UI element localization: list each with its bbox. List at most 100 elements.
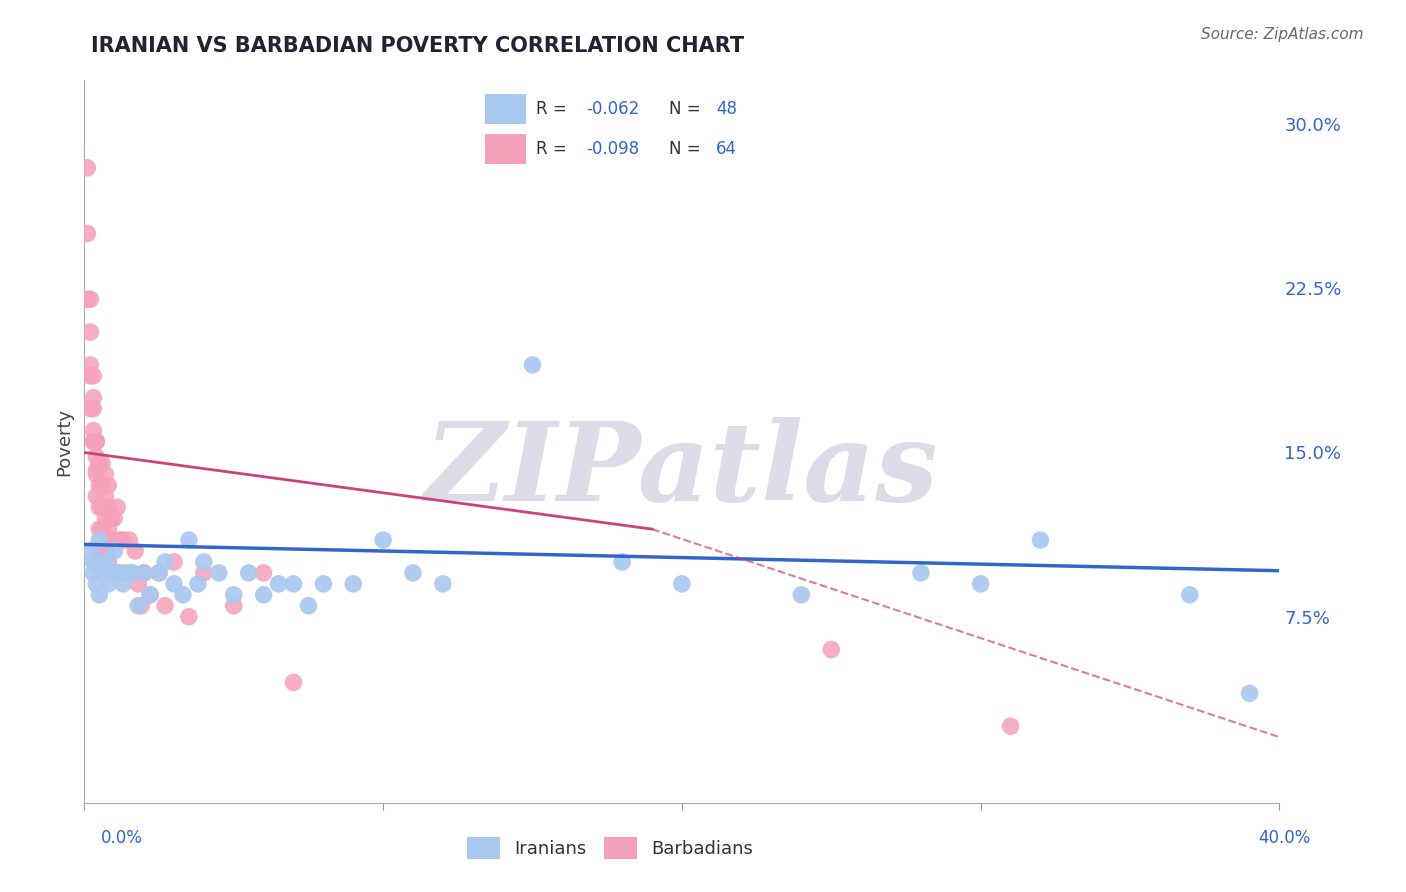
Point — [177, 533, 200, 547]
Point — [82, 368, 104, 383]
Point — [112, 533, 135, 547]
Point — [86, 463, 108, 477]
Point — [312, 577, 335, 591]
Point — [100, 533, 122, 547]
Text: 40.0%: 40.0% — [1258, 829, 1310, 847]
Point — [76, 227, 98, 241]
Point — [100, 566, 122, 580]
Point — [79, 401, 101, 416]
Point — [82, 434, 104, 449]
Point — [139, 588, 162, 602]
Point — [86, 577, 108, 591]
Text: ZIPatlas: ZIPatlas — [425, 417, 939, 524]
Point — [910, 566, 932, 580]
Point — [148, 566, 170, 580]
Point — [127, 599, 149, 613]
Point — [82, 566, 104, 580]
Point — [373, 533, 395, 547]
Point — [283, 577, 305, 591]
Point — [790, 588, 813, 602]
Point — [283, 675, 305, 690]
Point — [110, 566, 132, 580]
Point — [105, 500, 128, 515]
Point — [121, 566, 143, 580]
Point — [86, 434, 108, 449]
Point — [253, 566, 276, 580]
Point — [86, 467, 108, 482]
Point — [89, 478, 111, 492]
Point — [89, 457, 111, 471]
Point — [82, 434, 104, 449]
Point — [187, 577, 209, 591]
Point — [86, 434, 108, 449]
Point — [177, 609, 200, 624]
Point — [820, 642, 842, 657]
Point — [121, 566, 143, 580]
Point — [103, 566, 125, 580]
Point — [91, 555, 114, 569]
Point — [118, 533, 141, 547]
Point — [222, 588, 245, 602]
Point — [89, 588, 111, 602]
Point — [79, 325, 101, 339]
Point — [671, 577, 693, 591]
Point — [82, 424, 104, 438]
Legend: Iranians, Barbadians: Iranians, Barbadians — [460, 830, 761, 866]
Point — [163, 555, 186, 569]
Point — [97, 478, 120, 492]
Point — [94, 489, 117, 503]
Point — [1239, 686, 1261, 700]
Point — [105, 566, 128, 580]
Point — [132, 566, 156, 580]
Point — [115, 566, 138, 580]
Point — [97, 577, 120, 591]
Point — [79, 544, 101, 558]
Point — [89, 500, 111, 515]
Point — [163, 577, 186, 591]
Point — [103, 544, 125, 558]
Point — [86, 450, 108, 464]
Point — [970, 577, 993, 591]
Point — [86, 555, 108, 569]
Point — [91, 478, 114, 492]
Point — [127, 577, 149, 591]
Point — [100, 511, 122, 525]
Point — [124, 544, 146, 558]
Point — [76, 292, 98, 306]
Point — [89, 533, 111, 547]
Point — [79, 368, 101, 383]
Point — [86, 489, 108, 503]
Point — [112, 577, 135, 591]
Point — [253, 588, 276, 602]
Point — [97, 555, 120, 569]
Point — [118, 566, 141, 580]
Point — [1178, 588, 1201, 602]
Point — [94, 467, 117, 482]
Point — [97, 522, 120, 536]
Point — [89, 522, 111, 536]
Text: IRANIAN VS BARBADIAN POVERTY CORRELATION CHART: IRANIAN VS BARBADIAN POVERTY CORRELATION… — [91, 36, 745, 55]
Point — [522, 358, 544, 372]
Point — [1000, 719, 1022, 733]
Text: Source: ZipAtlas.com: Source: ZipAtlas.com — [1201, 27, 1364, 42]
Point — [91, 457, 114, 471]
Text: 0.0%: 0.0% — [101, 829, 143, 847]
Point — [1029, 533, 1052, 547]
Point — [91, 500, 114, 515]
Point — [153, 599, 176, 613]
Point — [94, 511, 117, 525]
Point — [172, 588, 194, 602]
Point — [82, 555, 104, 569]
Point — [153, 555, 176, 569]
Point — [91, 522, 114, 536]
Point — [342, 577, 364, 591]
Point — [432, 577, 454, 591]
Point — [208, 566, 231, 580]
Point — [94, 555, 117, 569]
Point — [82, 391, 104, 405]
Point — [222, 599, 245, 613]
Point — [79, 292, 101, 306]
Point — [91, 566, 114, 580]
Point — [402, 566, 425, 580]
Y-axis label: Poverty: Poverty — [55, 408, 73, 475]
